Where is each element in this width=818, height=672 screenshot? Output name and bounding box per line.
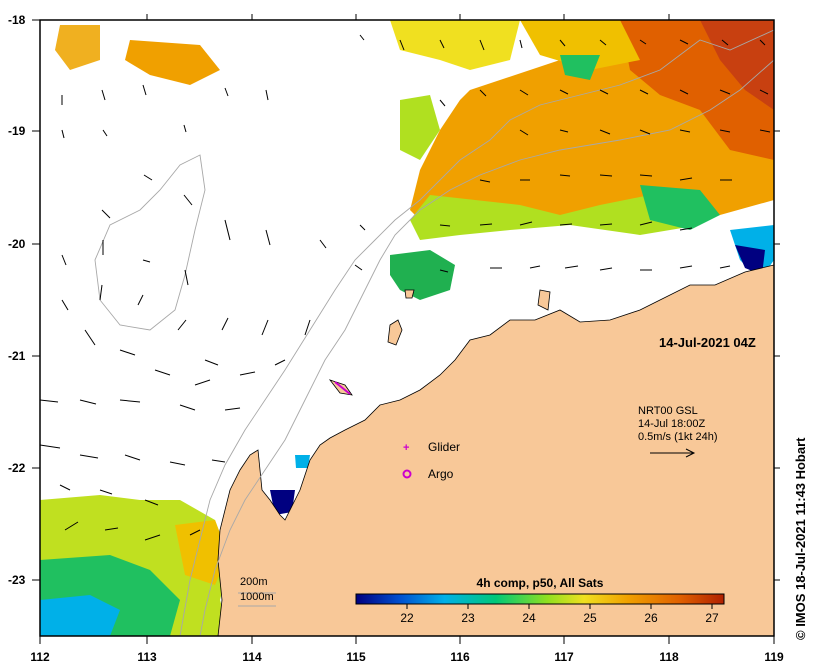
colorbar-tick: 24: [522, 611, 536, 625]
lon-tick-label: 117: [554, 650, 574, 664]
glider-track: [334, 381, 351, 395]
glider-symbol: +: [403, 442, 409, 454]
lon-tick-label: 118: [659, 650, 679, 664]
lon-tick-label: 116: [450, 650, 470, 664]
colorbar-title: 4h comp, p50, All Sats: [476, 576, 604, 590]
lat-tick-label: -18: [8, 13, 26, 27]
lat-tick-label: -21: [8, 349, 26, 363]
land-australia: [217, 264, 774, 636]
map-timestamp: 14-Jul-2021 04Z: [659, 335, 756, 350]
glider-label: Glider: [428, 440, 461, 454]
current-legend-line: 0.5m/s (1kt 24h): [638, 431, 718, 443]
lon-tick-label: 114: [242, 650, 262, 664]
current-vectors: [40, 34, 771, 541]
bathymetry-contours: [94, 29, 774, 636]
colorbar-tick: 26: [644, 611, 658, 625]
axis-ticks: [32, 14, 780, 644]
current-legend-arrow: [650, 448, 696, 458]
lat-tick-label: -23: [8, 573, 26, 587]
colorbar-tick: 22: [400, 611, 414, 625]
colorbar-tick: 23: [461, 611, 475, 625]
argo-label: Argo: [428, 467, 454, 481]
current-legend: NRT00 GSL 14-Jul 18:00Z 0.5m/s (1kt 24h): [638, 405, 717, 444]
argo-symbol: [402, 469, 412, 479]
map-frame: [39, 19, 775, 637]
lat-tick-label: -20: [8, 237, 26, 251]
sst-patches: [40, 20, 774, 636]
colorbar-tick: 27: [705, 611, 719, 625]
marker-symbols: +: [402, 442, 412, 479]
lon-tick-label: 112: [30, 650, 50, 664]
colorbar: [355, 593, 725, 609]
bathymetry-label-200m: 200m: [240, 576, 268, 588]
bathymetry-label-1000m: 1000m: [240, 591, 274, 603]
imos-credit: © IMOS 18-Jul-2021 11:43 Hobart: [793, 437, 808, 641]
lat-tick-label: -22: [8, 461, 26, 475]
current-legend-line: 14-Jul 18:00Z: [638, 418, 706, 430]
colorbar-tick: 25: [583, 611, 597, 625]
lat-tick-label: -19: [8, 124, 26, 138]
lon-tick-label: 113: [137, 650, 157, 664]
lon-tick-label: 119: [764, 650, 784, 664]
bathymetry-legend: [238, 592, 276, 607]
lon-tick-label: 115: [346, 650, 366, 664]
current-legend-line: NRT00 GSL: [638, 405, 698, 417]
